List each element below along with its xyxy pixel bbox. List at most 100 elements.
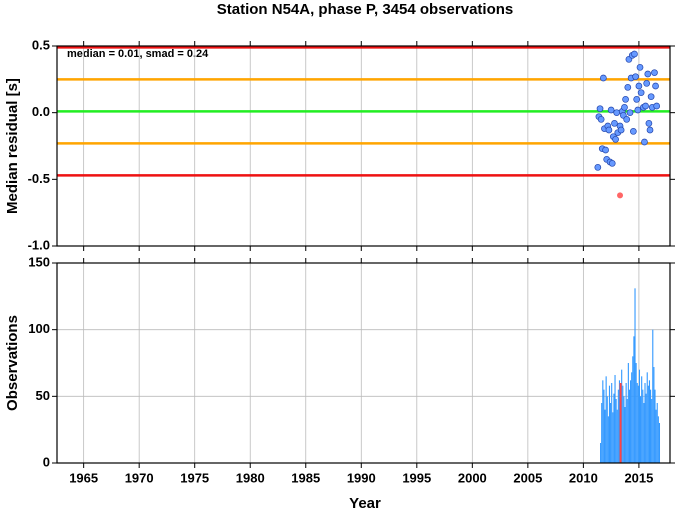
bar xyxy=(626,399,628,463)
bar xyxy=(636,383,638,463)
point xyxy=(624,83,632,91)
bar xyxy=(634,288,636,463)
y-axis-label: Median residual [s] xyxy=(4,78,21,214)
bar xyxy=(616,409,618,463)
bar xyxy=(650,389,652,463)
point xyxy=(623,115,631,123)
point xyxy=(652,82,659,90)
bar xyxy=(628,389,631,463)
point xyxy=(646,126,654,134)
bar xyxy=(652,329,654,463)
bar xyxy=(656,403,658,463)
point xyxy=(641,138,648,146)
x-tick-label: 2000 xyxy=(458,470,487,485)
bar xyxy=(642,389,644,463)
bar xyxy=(606,396,608,463)
point xyxy=(642,102,649,110)
point xyxy=(651,69,658,77)
bar xyxy=(632,356,634,463)
x-tick-label: 1975 xyxy=(180,470,209,485)
bar xyxy=(600,443,602,463)
x-tick-label: 1970 xyxy=(125,470,154,485)
chart-title: Station N54A, phase P, 3454 observations xyxy=(217,1,514,18)
point xyxy=(630,127,637,135)
point xyxy=(612,135,619,143)
bar xyxy=(644,383,646,463)
y-tick-label: 150 xyxy=(28,254,50,269)
bar xyxy=(640,396,642,463)
bar xyxy=(638,369,641,463)
bar xyxy=(637,385,639,463)
annotation: median = 0.01, smad = 0.24 xyxy=(67,48,209,60)
bar xyxy=(624,407,626,463)
bar xyxy=(641,376,643,463)
y-tick-label: -0.5 xyxy=(28,171,50,186)
bar xyxy=(602,380,604,463)
point xyxy=(611,119,618,127)
point xyxy=(635,82,643,90)
point xyxy=(597,115,605,123)
bar xyxy=(622,385,624,463)
bar xyxy=(633,336,635,463)
bar xyxy=(653,367,655,463)
x-tick-label: 2015 xyxy=(624,470,653,485)
bar xyxy=(651,399,653,463)
point xyxy=(594,163,602,171)
y-tick-label: 50 xyxy=(36,388,50,403)
bar xyxy=(654,389,656,463)
bar xyxy=(614,375,616,463)
point xyxy=(637,89,645,97)
y-tick-label: 0.0 xyxy=(32,104,50,119)
outlier-point xyxy=(617,192,624,199)
y-axis-label: Observations xyxy=(4,315,21,411)
point xyxy=(634,106,642,114)
x-tick-label: 2010 xyxy=(569,470,598,485)
point xyxy=(613,109,621,117)
bar xyxy=(625,383,627,463)
bar xyxy=(617,389,619,463)
bar xyxy=(657,416,659,463)
bar xyxy=(611,383,613,463)
y-tick-label: 100 xyxy=(28,321,50,336)
x-tick-label: 2005 xyxy=(513,470,542,485)
point xyxy=(602,146,609,154)
bar xyxy=(618,380,621,463)
x-tick-label: 1995 xyxy=(402,470,431,485)
bar xyxy=(635,363,637,463)
point xyxy=(633,95,641,103)
point xyxy=(643,79,651,87)
point xyxy=(605,126,613,134)
bar xyxy=(627,363,629,463)
x-tick-label: 1980 xyxy=(236,470,265,485)
point xyxy=(636,63,644,71)
bar xyxy=(615,399,617,463)
x-tick-label: 1985 xyxy=(291,470,320,485)
bar xyxy=(607,416,609,463)
plot-frame xyxy=(56,45,671,247)
bar xyxy=(613,393,615,463)
bar xyxy=(646,372,648,463)
x-axis-label: Year xyxy=(349,495,381,511)
bar xyxy=(604,409,606,463)
bar xyxy=(631,372,633,463)
bar xyxy=(605,376,607,463)
y-tick-label: 0 xyxy=(43,454,50,469)
plot-frame xyxy=(56,262,671,464)
point xyxy=(653,102,661,110)
point xyxy=(622,95,629,103)
point xyxy=(617,126,625,134)
bar xyxy=(621,369,623,463)
point xyxy=(647,93,655,101)
bar xyxy=(648,380,651,463)
point xyxy=(645,119,653,127)
point xyxy=(596,105,604,113)
bar xyxy=(630,380,632,463)
bar xyxy=(603,389,605,463)
point xyxy=(632,73,639,81)
x-tick-label: 1990 xyxy=(347,470,376,485)
bar xyxy=(645,393,647,463)
point xyxy=(644,70,652,78)
point xyxy=(600,74,607,82)
bar xyxy=(601,403,603,463)
x-tick-label: 1965 xyxy=(69,470,98,485)
